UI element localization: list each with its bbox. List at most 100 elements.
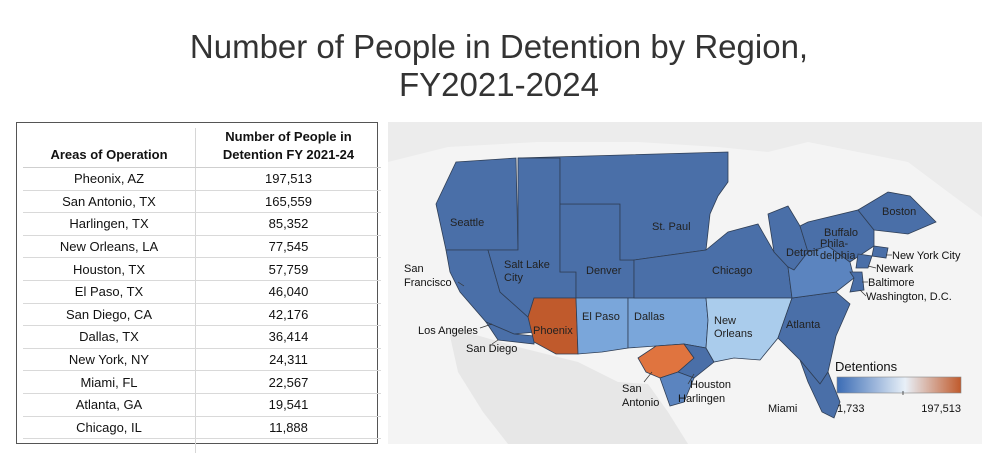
detention-count-cell: 42,176 bbox=[195, 303, 381, 327]
canada-landmass bbox=[388, 122, 982, 217]
table-row: Pheonix, AZ 197,513 bbox=[23, 167, 381, 191]
region-newark bbox=[855, 253, 873, 269]
region-new-york-city bbox=[871, 245, 889, 259]
label-denver: Denver bbox=[586, 265, 622, 277]
leader-houston bbox=[687, 373, 695, 385]
table-row: Harlingen, TX 85,352 bbox=[23, 212, 381, 236]
detention-table: Areas of Operation Number of People in D… bbox=[23, 128, 381, 453]
detention-count-cell: 77,545 bbox=[195, 235, 381, 259]
area-cell: Atlanta, GA bbox=[23, 393, 196, 417]
label-detroit: Detroit bbox=[786, 247, 818, 259]
mexico-landmass bbox=[448, 327, 688, 444]
detention-count-cell: 24,311 bbox=[195, 348, 381, 372]
area-cell: New Orleans, LA bbox=[23, 235, 196, 259]
detention-count-cell: 85,352 bbox=[195, 212, 381, 236]
table-header-row: Areas of Operation Number of People in D… bbox=[23, 128, 381, 168]
table-row: San Diego, CA 42,176 bbox=[23, 303, 381, 327]
detention-count-cell: 11,888 bbox=[195, 416, 381, 440]
leader-los-angeles bbox=[479, 323, 493, 329]
label-new-orleans: New Orleans bbox=[714, 315, 753, 340]
map-legend: Detentions 1,733 197,513 bbox=[835, 359, 962, 415]
table-row: Miami, FL 22,567 bbox=[23, 370, 381, 394]
region-dallas bbox=[627, 297, 709, 349]
label-st-paul: St. Paul bbox=[652, 221, 691, 233]
table-blank-row bbox=[23, 438, 382, 453]
region-baltimore-dc bbox=[849, 271, 865, 293]
callout-miami: Miami bbox=[768, 403, 797, 415]
detention-count-cell: 57,759 bbox=[195, 257, 381, 281]
detention-count-cell: 165,559 bbox=[195, 190, 381, 214]
callout-newark: Newark bbox=[876, 263, 914, 275]
callout-new-york-city: New York City bbox=[892, 250, 961, 262]
area-cell: San Antonio, TX bbox=[23, 190, 196, 214]
callout-san-diego: San Diego bbox=[466, 343, 517, 355]
leader-san-francisco bbox=[457, 281, 465, 287]
table-row: New York, NY 24,311 bbox=[23, 348, 381, 372]
legend-title: Detentions bbox=[835, 359, 898, 374]
callout-houston: Houston bbox=[690, 379, 731, 391]
map-svg: Seattle Salt Lake City Denver St. Paul C… bbox=[388, 122, 982, 444]
callout-san-antonio-line1: San bbox=[622, 383, 642, 395]
area-cell: Pheonix, AZ bbox=[23, 167, 196, 191]
area-cell: San Diego, CA bbox=[23, 303, 196, 327]
leader-san-diego bbox=[491, 339, 499, 345]
detention-count-cell: 22,567 bbox=[195, 370, 381, 394]
label-philadelphia-line2: delphia bbox=[820, 250, 856, 262]
label-atlanta: Atlanta bbox=[786, 319, 821, 331]
region-boston bbox=[857, 191, 937, 235]
area-cell: New York, NY bbox=[23, 348, 196, 372]
callout-san-antonio-line2: Antonio bbox=[622, 397, 659, 409]
blank-cell bbox=[23, 438, 196, 453]
table-row: San Antonio, TX 165,559 bbox=[23, 190, 381, 214]
area-cell: Harlingen, TX bbox=[23, 212, 196, 236]
header-number-in-detention: Number of People in Detention FY 2021-24 bbox=[195, 128, 381, 168]
table-row: Houston, TX 57,759 bbox=[23, 257, 381, 281]
leader-san-antonio bbox=[643, 371, 653, 383]
detention-count-cell: 36,414 bbox=[195, 325, 381, 349]
region-el-paso bbox=[575, 297, 629, 355]
area-cell: Houston, TX bbox=[23, 257, 196, 281]
table-row: Chicago, IL 11,888 bbox=[23, 416, 381, 440]
title-line-2: FY2021-2024 bbox=[399, 66, 599, 103]
callout-baltimore: Baltimore bbox=[868, 277, 914, 289]
chart-title: Number of People in Detention by Region,… bbox=[0, 28, 998, 104]
label-new-orleans-line1: New bbox=[714, 315, 736, 327]
label-salt-lake-line1: Salt Lake bbox=[504, 259, 550, 271]
table-row: Dallas, TX 36,414 bbox=[23, 325, 381, 349]
callout-san-francisco: San Francisco bbox=[404, 263, 452, 289]
area-cell: Dallas, TX bbox=[23, 325, 196, 349]
area-cell: El Paso, TX bbox=[23, 280, 196, 304]
leader-newark bbox=[867, 265, 877, 269]
region-miami bbox=[799, 359, 841, 419]
callout-san-francisco-line1: San bbox=[404, 263, 424, 275]
detention-count-cell: 197,513 bbox=[195, 167, 381, 191]
table-row: New Orleans, LA 77,545 bbox=[23, 235, 381, 259]
table-row: El Paso, TX 46,040 bbox=[23, 280, 381, 304]
detention-table-panel: Areas of Operation Number of People in D… bbox=[16, 122, 381, 453]
detention-count-cell: 46,040 bbox=[195, 280, 381, 304]
label-boston: Boston bbox=[882, 206, 916, 218]
label-philadelphia-line1: Phila- bbox=[820, 238, 848, 250]
aor-regions bbox=[435, 151, 937, 419]
legend-max-label: 197,513 bbox=[921, 403, 961, 415]
blank-cell bbox=[196, 439, 382, 453]
label-chicago: Chicago bbox=[712, 265, 752, 277]
callout-los-angeles: Los Angeles bbox=[418, 325, 478, 337]
legend-min-label: 1,733 bbox=[837, 403, 865, 415]
table-row: Atlanta, GA 19,541 bbox=[23, 393, 381, 417]
table-body: Pheonix, AZ 197,513 San Antonio, TX 165,559… bbox=[23, 167, 382, 453]
header-number-text: Number of People in Detention FY 2021-24 bbox=[222, 129, 355, 162]
label-philadelphia: Phila- delphia bbox=[820, 238, 856, 262]
callout-washington-dc: Washington, D.C. bbox=[866, 291, 952, 303]
label-salt-lake: Salt Lake City bbox=[504, 259, 553, 284]
city-callouts: San Francisco Los Angeles San Diego San … bbox=[404, 250, 961, 415]
label-buffalo: Buffalo bbox=[824, 227, 858, 239]
area-cell: Chicago, IL bbox=[23, 416, 196, 440]
label-seattle: Seattle bbox=[450, 217, 484, 229]
label-el-paso: El Paso bbox=[582, 311, 620, 323]
region-harlingen bbox=[659, 371, 695, 407]
region-labels: Seattle Salt Lake City Denver St. Paul C… bbox=[450, 206, 916, 340]
callout-san-francisco-line2: Francisco bbox=[404, 277, 452, 289]
callout-san-antonio: San Antonio bbox=[622, 383, 659, 409]
title-line-1: Number of People in Detention by Region, bbox=[189, 28, 809, 65]
